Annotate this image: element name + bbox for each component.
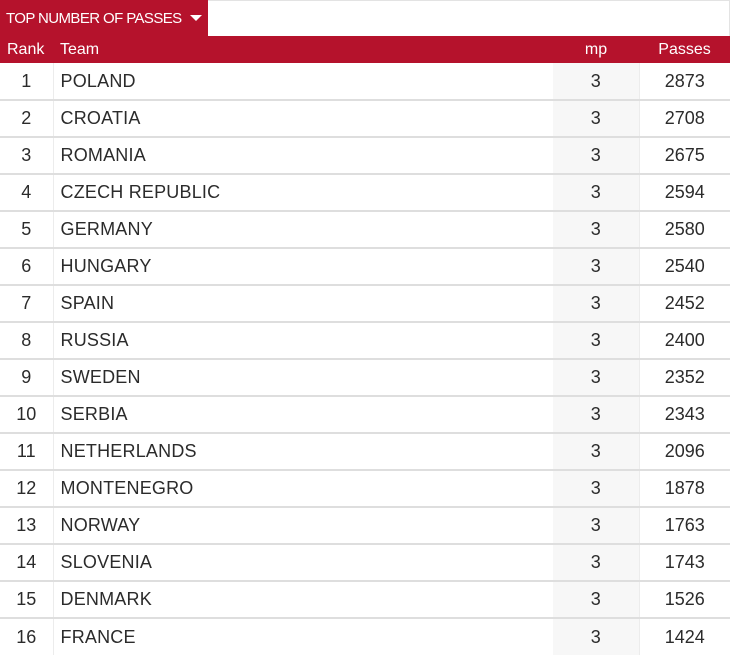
- matches-played-cell: 3: [553, 63, 639, 101]
- passes-cell: 2580: [638, 211, 730, 249]
- table-row[interactable]: 13 NORWAY 3 1763: [0, 507, 730, 545]
- passes-cell: 2873: [638, 63, 730, 101]
- matches-played-cell: 3: [553, 359, 639, 397]
- matches-played-cell: 3: [553, 396, 639, 434]
- team-cell: FRANCE: [52, 618, 553, 655]
- caret-down-icon: [189, 15, 202, 21]
- table-row[interactable]: 11 NETHERLANDS 3 2096: [0, 433, 730, 471]
- table-row[interactable]: 14 SLOVENIA 3 1743: [0, 544, 730, 582]
- rank-cell: 11: [0, 433, 53, 471]
- table-row[interactable]: 5 GERMANY 3 2580: [0, 211, 730, 249]
- rank-cell: 4: [0, 174, 53, 212]
- rank-cell: 13: [0, 507, 53, 545]
- matches-played-cell: 3: [553, 618, 639, 655]
- table-row[interactable]: 1 POLAND 3 2873: [0, 63, 730, 101]
- stat-dropdown-label: TOP NUMBER OF PASSES: [6, 9, 182, 27]
- table-row[interactable]: 10 SERBIA 3 2343: [0, 396, 730, 434]
- team-cell: POLAND: [52, 63, 553, 101]
- team-cell: HUNGARY: [52, 248, 553, 286]
- passes-cell: 1878: [638, 470, 730, 508]
- passes-cell: 2096: [638, 433, 730, 471]
- matches-played-cell: 3: [553, 470, 639, 508]
- rank-cell: 14: [0, 544, 53, 582]
- rank-cell: 2: [0, 100, 53, 138]
- passes-cell: 1743: [638, 544, 730, 582]
- passes-cell: 2452: [638, 285, 730, 323]
- stat-selector-bar: TOP NUMBER OF PASSES: [0, 0, 730, 36]
- passes-cell: 2343: [638, 396, 730, 434]
- team-cell: DENMARK: [52, 581, 553, 619]
- team-cell: SERBIA: [52, 396, 553, 434]
- matches-played-cell: 3: [553, 100, 639, 138]
- passes-cell: 2352: [638, 359, 730, 397]
- table-header: Rank Team mp Passes: [0, 36, 730, 63]
- passes-cell: 1526: [638, 581, 730, 619]
- matches-played-cell: 3: [553, 285, 639, 323]
- passes-cell: 2400: [638, 322, 730, 360]
- table-row[interactable]: 4 CZECH REPUBLIC 3 2594: [0, 174, 730, 212]
- rank-cell: 15: [0, 581, 53, 619]
- column-header-team[interactable]: Team: [60, 40, 100, 58]
- rank-cell: 12: [0, 470, 53, 508]
- team-cell: CZECH REPUBLIC: [52, 174, 553, 212]
- team-cell: ROMANIA: [52, 137, 553, 175]
- table-row[interactable]: 3 ROMANIA 3 2675: [0, 137, 730, 175]
- table-row[interactable]: 7 SPAIN 3 2452: [0, 285, 730, 323]
- table-row[interactable]: 6 HUNGARY 3 2540: [0, 248, 730, 286]
- table-row[interactable]: 12 MONTENEGRO 3 1878: [0, 470, 730, 508]
- passes-cell: 2594: [638, 174, 730, 212]
- rank-cell: 16: [0, 618, 53, 655]
- passes-cell: 1763: [638, 507, 730, 545]
- passes-cell: 1424: [638, 618, 730, 655]
- team-cell: GERMANY: [52, 211, 553, 249]
- column-header-passes[interactable]: Passes: [658, 40, 711, 58]
- rank-cell: 8: [0, 322, 53, 360]
- table-row[interactable]: 8 RUSSIA 3 2400: [0, 322, 730, 360]
- column-header-mp[interactable]: mp: [584, 40, 608, 58]
- team-cell: SLOVENIA: [52, 544, 553, 582]
- table-row[interactable]: 2 CROATIA 3 2708: [0, 100, 730, 138]
- table-body: 1 POLAND 3 2873 2 CROATIA 3 2708 3 ROMANIA 3 2675 4 C…: [0, 63, 730, 655]
- table-row[interactable]: 16 FRANCE 3 1424: [0, 618, 730, 655]
- team-cell: SPAIN: [52, 285, 553, 323]
- team-cell: SWEDEN: [52, 359, 553, 397]
- matches-played-cell: 3: [553, 174, 639, 212]
- matches-played-cell: 3: [553, 137, 639, 175]
- rank-cell: 10: [0, 396, 53, 434]
- team-cell: RUSSIA: [52, 322, 553, 360]
- table-row[interactable]: 15 DENMARK 3 1526: [0, 581, 730, 619]
- passes-cell: 2675: [638, 137, 730, 175]
- rank-cell: 9: [0, 359, 53, 397]
- rank-cell: 1: [0, 63, 53, 101]
- stat-dropdown[interactable]: TOP NUMBER OF PASSES: [0, 0, 208, 36]
- matches-played-cell: 3: [553, 507, 639, 545]
- matches-played-cell: 3: [553, 544, 639, 582]
- matches-played-cell: 3: [553, 248, 639, 286]
- matches-played-cell: 3: [553, 581, 639, 619]
- passes-table: Rank Team mp Passes 1 POLAND 3 2873 2 CROATIA…: [0, 36, 730, 655]
- header-row: Rank Team mp Passes: [0, 36, 730, 63]
- team-cell: NETHERLANDS: [52, 433, 553, 471]
- team-cell: CROATIA: [52, 100, 553, 138]
- rank-cell: 3: [0, 137, 53, 175]
- tab-divider: [208, 0, 730, 1]
- column-header-rank[interactable]: Rank: [7, 40, 45, 58]
- passes-cell: 2708: [638, 100, 730, 138]
- team-cell: MONTENEGRO: [52, 470, 553, 508]
- rank-cell: 7: [0, 285, 53, 323]
- rank-cell: 5: [0, 211, 53, 249]
- matches-played-cell: 3: [553, 322, 639, 360]
- matches-played-cell: 3: [553, 211, 639, 249]
- rank-cell: 6: [0, 248, 53, 286]
- matches-played-cell: 3: [553, 433, 639, 471]
- table-row[interactable]: 9 SWEDEN 3 2352: [0, 359, 730, 397]
- passes-cell: 2540: [638, 248, 730, 286]
- team-cell: NORWAY: [52, 507, 553, 545]
